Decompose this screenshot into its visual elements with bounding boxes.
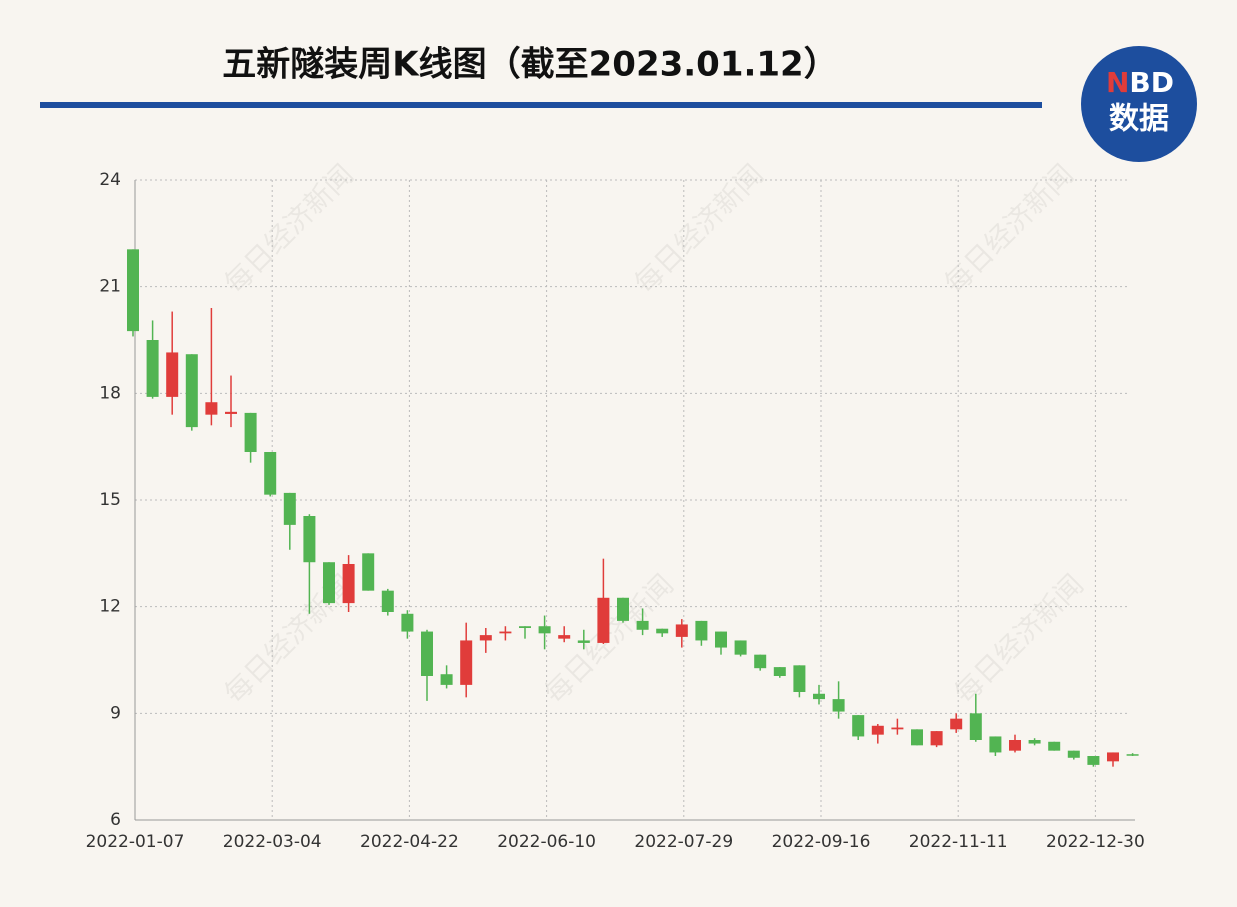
candle-body <box>323 562 335 604</box>
candle-body <box>401 613 414 632</box>
candle-body <box>342 564 355 604</box>
logo-text: NBD <box>1106 66 1174 99</box>
y-tick-label: 12 <box>99 597 121 617</box>
candle-body <box>303 516 316 563</box>
candle-body <box>479 635 492 641</box>
title-rule <box>40 102 1042 108</box>
y-tick-label: 24 <box>99 170 121 190</box>
candle-body <box>205 402 218 415</box>
candle-body <box>244 412 257 452</box>
candle-body <box>891 727 904 730</box>
candle-body <box>127 249 139 332</box>
x-tick-label: 2022-04-22 <box>360 832 459 852</box>
watermark: 每日经济新闻 <box>218 568 360 710</box>
x-tick-label: 2022-01-07 <box>86 832 185 852</box>
logo-circle <box>1081 46 1197 162</box>
candle-body <box>577 640 590 643</box>
logo-bd: BD <box>1129 66 1174 99</box>
y-tick-label: 9 <box>110 703 121 723</box>
y-tick-label: 15 <box>99 490 121 510</box>
candle-body <box>1028 740 1041 744</box>
x-tick-label: 2022-09-16 <box>772 832 871 852</box>
candle-body <box>636 620 649 630</box>
candle-body <box>283 492 296 525</box>
candle-body <box>519 626 531 628</box>
candle-body <box>813 693 825 700</box>
candle-body <box>421 631 433 676</box>
chart-title: 五新隧装周K线图（截至2023.01.12） <box>222 45 837 85</box>
logo-n: N <box>1106 66 1129 99</box>
candle-body <box>695 620 708 641</box>
candle-body <box>989 736 1002 753</box>
candle-body <box>1107 752 1119 762</box>
candle-body <box>950 718 963 730</box>
x-tick-label: 2022-06-10 <box>497 832 596 852</box>
candle-body <box>773 667 786 676</box>
candle-body <box>1087 756 1100 765</box>
candles <box>127 249 1139 767</box>
candle-body <box>715 631 727 648</box>
candle-body <box>675 624 688 637</box>
candle-body <box>930 731 943 746</box>
candle-body <box>166 352 179 397</box>
x-tick-label: 2022-12-30 <box>1046 832 1145 852</box>
x-tick-label: 2022-03-04 <box>223 832 322 852</box>
watermark: 每日经济新闻 <box>948 568 1090 710</box>
candle-body <box>460 640 473 685</box>
candle-body <box>617 597 629 621</box>
candle-body <box>558 635 571 639</box>
candle-body <box>440 674 453 685</box>
candle-body <box>597 597 610 643</box>
candle-body <box>832 699 845 712</box>
x-tick-label: 2022-07-29 <box>634 832 733 852</box>
candle-body <box>381 590 394 612</box>
candle-body <box>1126 754 1139 756</box>
x-tick-label: 2022-11-11 <box>909 832 1008 852</box>
candle-body <box>264 452 277 495</box>
candle-body <box>362 553 375 591</box>
candle-body <box>146 340 159 397</box>
candle-body <box>1048 741 1061 751</box>
candle-body <box>499 631 512 634</box>
candle-body <box>754 654 767 669</box>
y-tick-label: 18 <box>99 383 121 403</box>
candle-body <box>911 729 923 746</box>
candle-body <box>538 626 551 634</box>
candle-body <box>969 713 982 740</box>
watermarks: 每日经济新闻每日经济新闻每日经济新闻每日经济新闻每日经济新闻每日经济新闻 <box>218 158 1090 710</box>
watermark: 每日经济新闻 <box>218 158 360 300</box>
y-tick-label: 21 <box>99 277 121 297</box>
y-tick-label: 6 <box>110 810 121 830</box>
logo-cn: 数据 <box>1109 102 1169 137</box>
candle-body <box>225 411 237 414</box>
candle-body <box>1009 740 1021 751</box>
watermark: 每日经济新闻 <box>628 158 770 300</box>
candle-body <box>793 665 806 692</box>
candle-body <box>852 715 865 737</box>
candle-body <box>734 640 747 655</box>
candle-body <box>656 628 669 634</box>
watermark: 每日经济新闻 <box>938 158 1080 300</box>
candle-body <box>1067 750 1080 758</box>
candle-body <box>871 725 884 735</box>
candle-body <box>185 354 198 428</box>
